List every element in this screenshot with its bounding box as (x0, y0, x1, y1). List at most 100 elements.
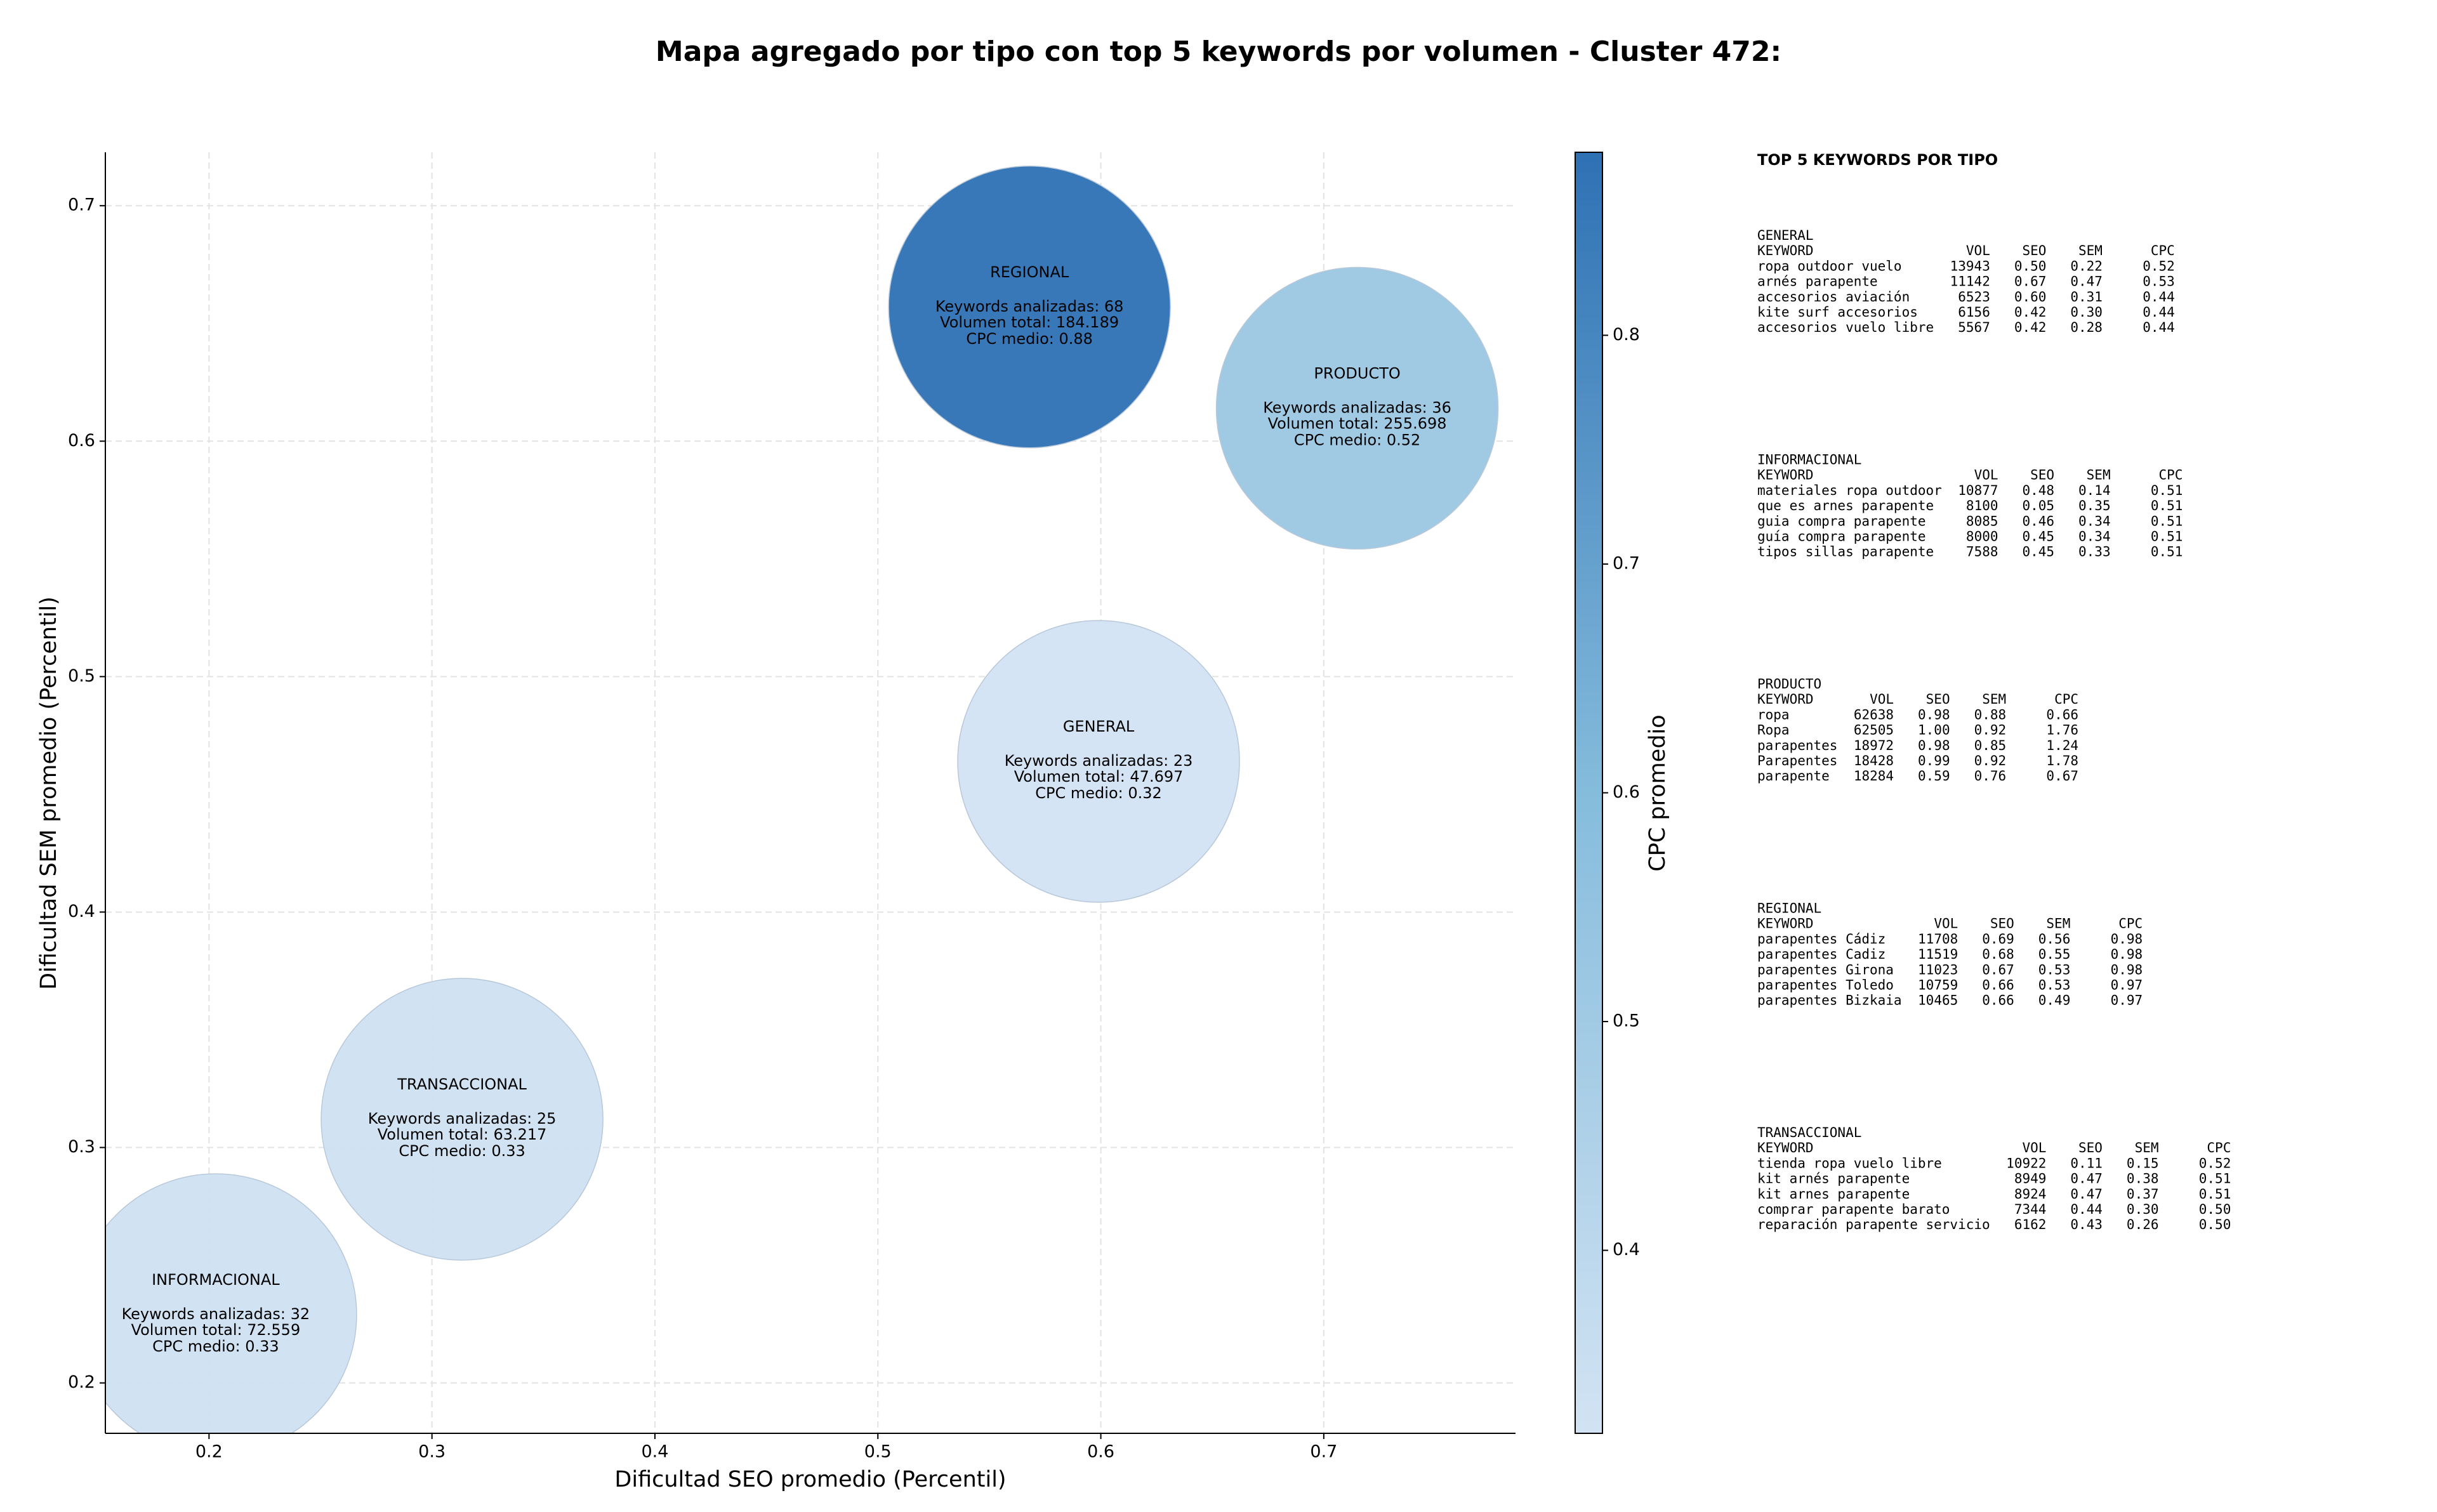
value-cell: 10922 (2006, 1155, 2046, 1171)
x-tick-label: 0.3 (418, 1442, 446, 1462)
value-cell: 10759 (1918, 978, 1958, 993)
value-cell: 0.88 (1974, 707, 2007, 722)
value-cell: VOL (1974, 468, 1998, 483)
y-tick-label: 0.7 (68, 195, 95, 215)
colorbar-tick-label: 0.4 (1613, 1240, 1640, 1259)
value-cell: CPC (2207, 1140, 2231, 1155)
bubble (1215, 266, 1499, 550)
value-cell: 0.44 (2070, 1202, 2103, 1217)
y-tick-label: 0.3 (68, 1137, 95, 1157)
value-cell: 8000 (1966, 529, 1998, 544)
value-cell: 0.76 (1974, 768, 2007, 784)
value-cell: 0.51 (2151, 529, 2183, 544)
bubble-annotation: GENERAL (1063, 718, 1135, 735)
y-tick-label: 0.6 (68, 431, 95, 450)
keyword-cell: tipos sillas parapente (1757, 544, 1934, 560)
bubble-annotation: Volumen total: 72.559 (131, 1321, 301, 1339)
bubble (888, 166, 1171, 449)
value-cell: 0.66 (2046, 707, 2078, 722)
block-title: GENERAL (1757, 228, 1814, 243)
keyword-cell: parapentes Toledo (1757, 978, 1894, 993)
value-cell: VOL (1870, 692, 1894, 707)
keyword-cell: KEYWORD (1757, 1140, 1814, 1155)
value-cell: 0.35 (2078, 498, 2111, 513)
value-cell: 0.51 (2151, 498, 2183, 513)
keyword-cell: parapentes Girona (1757, 962, 1894, 977)
value-cell: 0.44 (2143, 289, 2175, 305)
bubble-annotation: CPC medio: 0.52 (1294, 431, 1421, 449)
value-cell: 0.26 (2127, 1217, 2159, 1232)
value-cell: 0.51 (2199, 1187, 2231, 1202)
value-cell: SEM (1982, 692, 2006, 707)
value-cell: 0.46 (2022, 513, 2054, 529)
bubble-annotation: Keywords analizadas: 23 (1005, 752, 1193, 770)
keyword-cell: ropa outdoor vuelo (1757, 258, 1902, 273)
value-cell: 0.98 (1918, 738, 1950, 753)
value-cell: 0.15 (2127, 1155, 2159, 1171)
value-cell: 62505 (1854, 723, 1894, 738)
bubbles (105, 166, 1499, 1433)
keyword-cell: KEYWORD (1757, 468, 1814, 483)
value-cell: CPC (2151, 243, 2175, 258)
keyword-cell: kit arnes parapente (1757, 1187, 1910, 1202)
value-cell: 1.78 (2046, 753, 2078, 768)
bubble-annotation: Volumen total: 47.697 (1014, 768, 1184, 786)
keyword-cell: guia compra parapente (1757, 513, 1926, 529)
value-cell: SEO (2022, 243, 2046, 258)
keyword-cell: KEYWORD (1757, 243, 1814, 258)
bubble-annotation: PRODUCTO (1314, 364, 1400, 382)
keyword-cell: reparación parapente servicio (1757, 1217, 1990, 1232)
value-cell: 0.53 (2038, 978, 2071, 993)
bubble-annotation: Volumen total: 255.698 (1268, 414, 1447, 432)
value-cell: 0.98 (2111, 947, 2143, 962)
keyword-cell: que es arnes parapente (1757, 498, 1934, 513)
value-cell: 13943 (1950, 258, 1990, 273)
value-cell: 0.68 (1982, 947, 2014, 962)
value-cell: 0.05 (2022, 498, 2054, 513)
value-cell: SEO (2078, 1140, 2103, 1155)
value-cell: 0.51 (2151, 513, 2183, 529)
value-cell: VOL (2022, 1140, 2046, 1155)
value-cell: 8949 (2014, 1171, 2047, 1187)
value-cell: 0.31 (2070, 289, 2103, 305)
value-cell: SEM (2078, 243, 2103, 258)
block-title: PRODUCTO (1757, 676, 1821, 692)
value-cell: 0.47 (2070, 1171, 2103, 1187)
bubble-annotation: CPC medio: 0.33 (399, 1142, 525, 1160)
colorbar-tick-label: 0.8 (1613, 325, 1640, 345)
value-cell: 18972 (1854, 738, 1894, 753)
value-cell: 0.43 (2070, 1217, 2103, 1232)
value-cell: SEM (2135, 1140, 2159, 1155)
x-tick-label: 0.5 (864, 1442, 892, 1462)
value-cell: 0.30 (2127, 1202, 2159, 1217)
value-cell: 0.34 (2078, 513, 2111, 529)
value-cell: 0.98 (2111, 962, 2143, 977)
value-cell: 5567 (1958, 320, 1990, 335)
value-cell: 0.98 (1918, 707, 1950, 722)
value-cell: 0.50 (2199, 1202, 2231, 1217)
value-cell: 0.55 (2038, 947, 2071, 962)
y-axis-label: Dificultad SEM promedio (Percentil) (36, 596, 62, 990)
value-cell: 0.97 (2111, 978, 2143, 993)
value-cell: 0.45 (2022, 544, 2054, 560)
value-cell: 7344 (2014, 1202, 2047, 1217)
bubble-annotation: Volumen total: 184.189 (940, 313, 1119, 331)
value-cell: 0.42 (2014, 305, 2047, 320)
value-cell: 0.38 (2127, 1171, 2159, 1187)
value-cell: 0.34 (2078, 529, 2111, 544)
keyword-cell: parapentes Cadiz (1757, 947, 1886, 962)
keyword-cell: arnés parapente (1757, 274, 1878, 289)
value-cell: 0.48 (2022, 483, 2054, 498)
value-cell: 0.97 (2111, 993, 2143, 1008)
value-cell: SEM (2087, 468, 2111, 483)
value-cell: 0.28 (2070, 320, 2103, 335)
value-cell: CPC (2118, 916, 2143, 931)
value-cell: 0.52 (2199, 1155, 2231, 1171)
value-cell: 0.51 (2151, 483, 2183, 498)
colorbar (1575, 152, 1603, 1434)
x-tick-label: 0.7 (1310, 1442, 1337, 1462)
value-cell: 0.59 (1918, 768, 1950, 784)
value-cell: 0.92 (1974, 753, 2007, 768)
value-cell: CPC (2054, 692, 2078, 707)
keyword-cell: parapente (1757, 768, 1830, 784)
